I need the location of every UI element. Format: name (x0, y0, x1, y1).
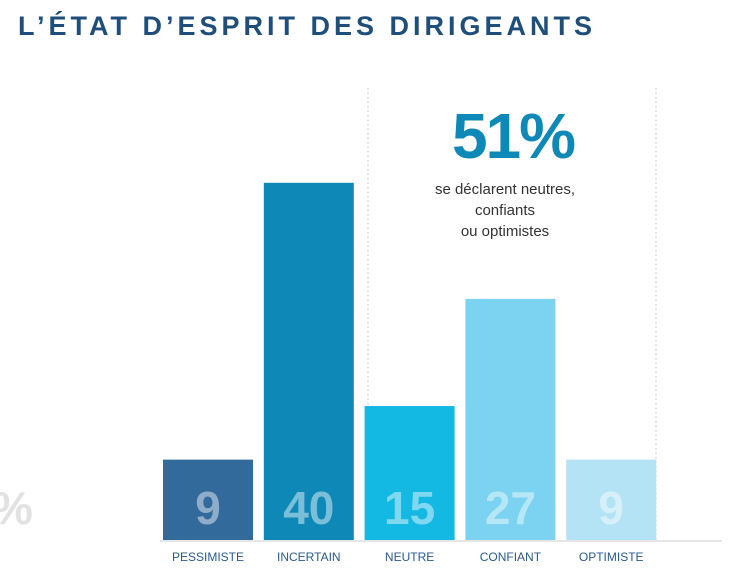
highlight-number: 51% (452, 100, 575, 172)
bar (263, 182, 354, 541)
value-label: 27 (485, 482, 536, 534)
x-tick-label: PESSIMISTE (172, 550, 244, 564)
x-tick-label: CONFIANT (480, 550, 542, 564)
value-label: 15 (384, 482, 435, 534)
highlight-text: ou optimistes (461, 223, 549, 240)
value-label: 9 (195, 482, 221, 534)
bar (566, 459, 657, 540)
highlight-text: se déclarent neutres, (435, 181, 575, 198)
x-tick-label: OPTIMISTE (579, 550, 644, 564)
partial-label: % (0, 482, 33, 534)
x-tick-label: INCERTAIN (277, 550, 341, 564)
highlight-text: confiants (475, 202, 535, 219)
bar (465, 298, 556, 540)
chart-title: L’ÉTAT D’ESPRIT DES DIRIGEANTS (18, 10, 596, 41)
bar (163, 459, 253, 540)
bar (364, 406, 455, 540)
x-tick-label: NEUTRE (385, 550, 434, 564)
value-label: 9 (598, 482, 624, 534)
value-label: 40 (283, 482, 334, 534)
